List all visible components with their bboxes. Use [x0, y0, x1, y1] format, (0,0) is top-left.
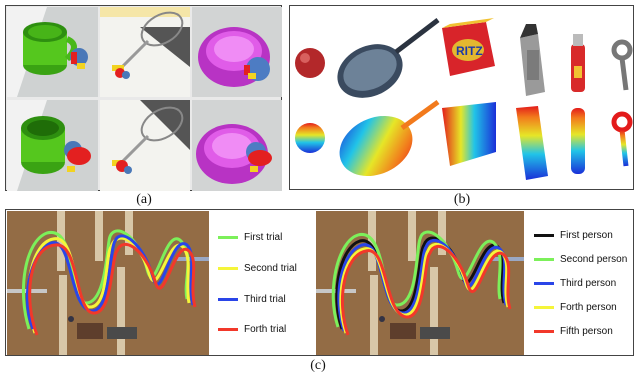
cell-bowl-pregrasp: [192, 7, 282, 97]
person-path-5: [341, 245, 512, 336]
person-path-2: [331, 230, 502, 328]
frying-pan-object: [337, 18, 440, 98]
legend-swatch: [218, 236, 238, 239]
cheese-grater-heatmap: [516, 106, 548, 180]
trial-path-4: [28, 243, 197, 336]
legend-label: First trial: [244, 232, 283, 243]
legend-swatch: [534, 330, 554, 333]
legend-swatch: [534, 306, 554, 309]
panel-b-objects-heatmaps: RITZ: [289, 5, 634, 190]
legend-label: Second person: [560, 254, 628, 265]
legend-label: Third trial: [244, 294, 286, 305]
legend-label: First person: [560, 230, 613, 241]
cell-mug-pregrasp: [7, 7, 98, 97]
cell-bowl-grasp: [192, 100, 282, 191]
apple-object: [295, 48, 325, 78]
legend-second-person: Second person: [534, 254, 627, 265]
cracker-box-heatmap: [442, 102, 496, 166]
legend-swatch: [218, 328, 238, 331]
caption-b: (b): [453, 192, 471, 207]
panel-a-grasp-images: [5, 5, 282, 191]
map-trials: [7, 211, 209, 355]
person-path-1: [335, 236, 506, 330]
legend-fifth-person: Fifth person: [534, 326, 613, 337]
trial-path-3: [25, 234, 195, 330]
legend-swatch: [534, 258, 554, 261]
legend-label: Second trial: [244, 263, 297, 274]
red-bottle-object: [571, 34, 585, 92]
person-path-4: [339, 243, 510, 334]
legend-forth-trial: Forth trial: [218, 324, 286, 335]
map-persons: [316, 211, 524, 355]
trial-path-1: [22, 229, 190, 330]
ritz-box-text: RITZ: [456, 44, 483, 58]
legend-second-trial: Second trial: [218, 263, 297, 274]
legend-swatch: [534, 282, 554, 285]
legend-label: Forth trial: [244, 324, 287, 335]
cell-racket-pregrasp: [100, 7, 190, 97]
red-bottle-heatmap: [571, 108, 585, 174]
panel-c-trajectories: First trial Second trial Third trial For…: [5, 209, 634, 356]
bottle-opener-heatmap: [611, 111, 633, 167]
frying-pan-heatmap: [339, 99, 440, 177]
legend-swatch: [534, 234, 554, 237]
legend-label: Third person: [560, 278, 617, 289]
legend-swatch: [218, 298, 238, 301]
cell-racket-grasp: [100, 100, 190, 191]
legend-forth-person: Forth person: [534, 302, 617, 313]
legend-first-trial: First trial: [218, 232, 282, 243]
legend-label: Forth person: [560, 302, 617, 313]
cell-mug-grasp: [7, 100, 98, 191]
person-path-3: [337, 239, 508, 332]
ritz-cracker-box-object: RITZ: [442, 18, 495, 76]
caption-a: (a): [136, 192, 152, 207]
caption-c: (c): [310, 358, 326, 373]
bottle-opener-object: [611, 39, 633, 91]
legend-third-trial: Third trial: [218, 294, 286, 305]
cheese-grater-object: [520, 24, 545, 96]
legend-first-person: First person: [534, 230, 613, 241]
apple-heatmap: [295, 123, 325, 153]
legend-swatch: [218, 267, 238, 270]
legend-third-person: Third person: [534, 278, 616, 289]
legend-label: Fifth person: [560, 326, 613, 337]
